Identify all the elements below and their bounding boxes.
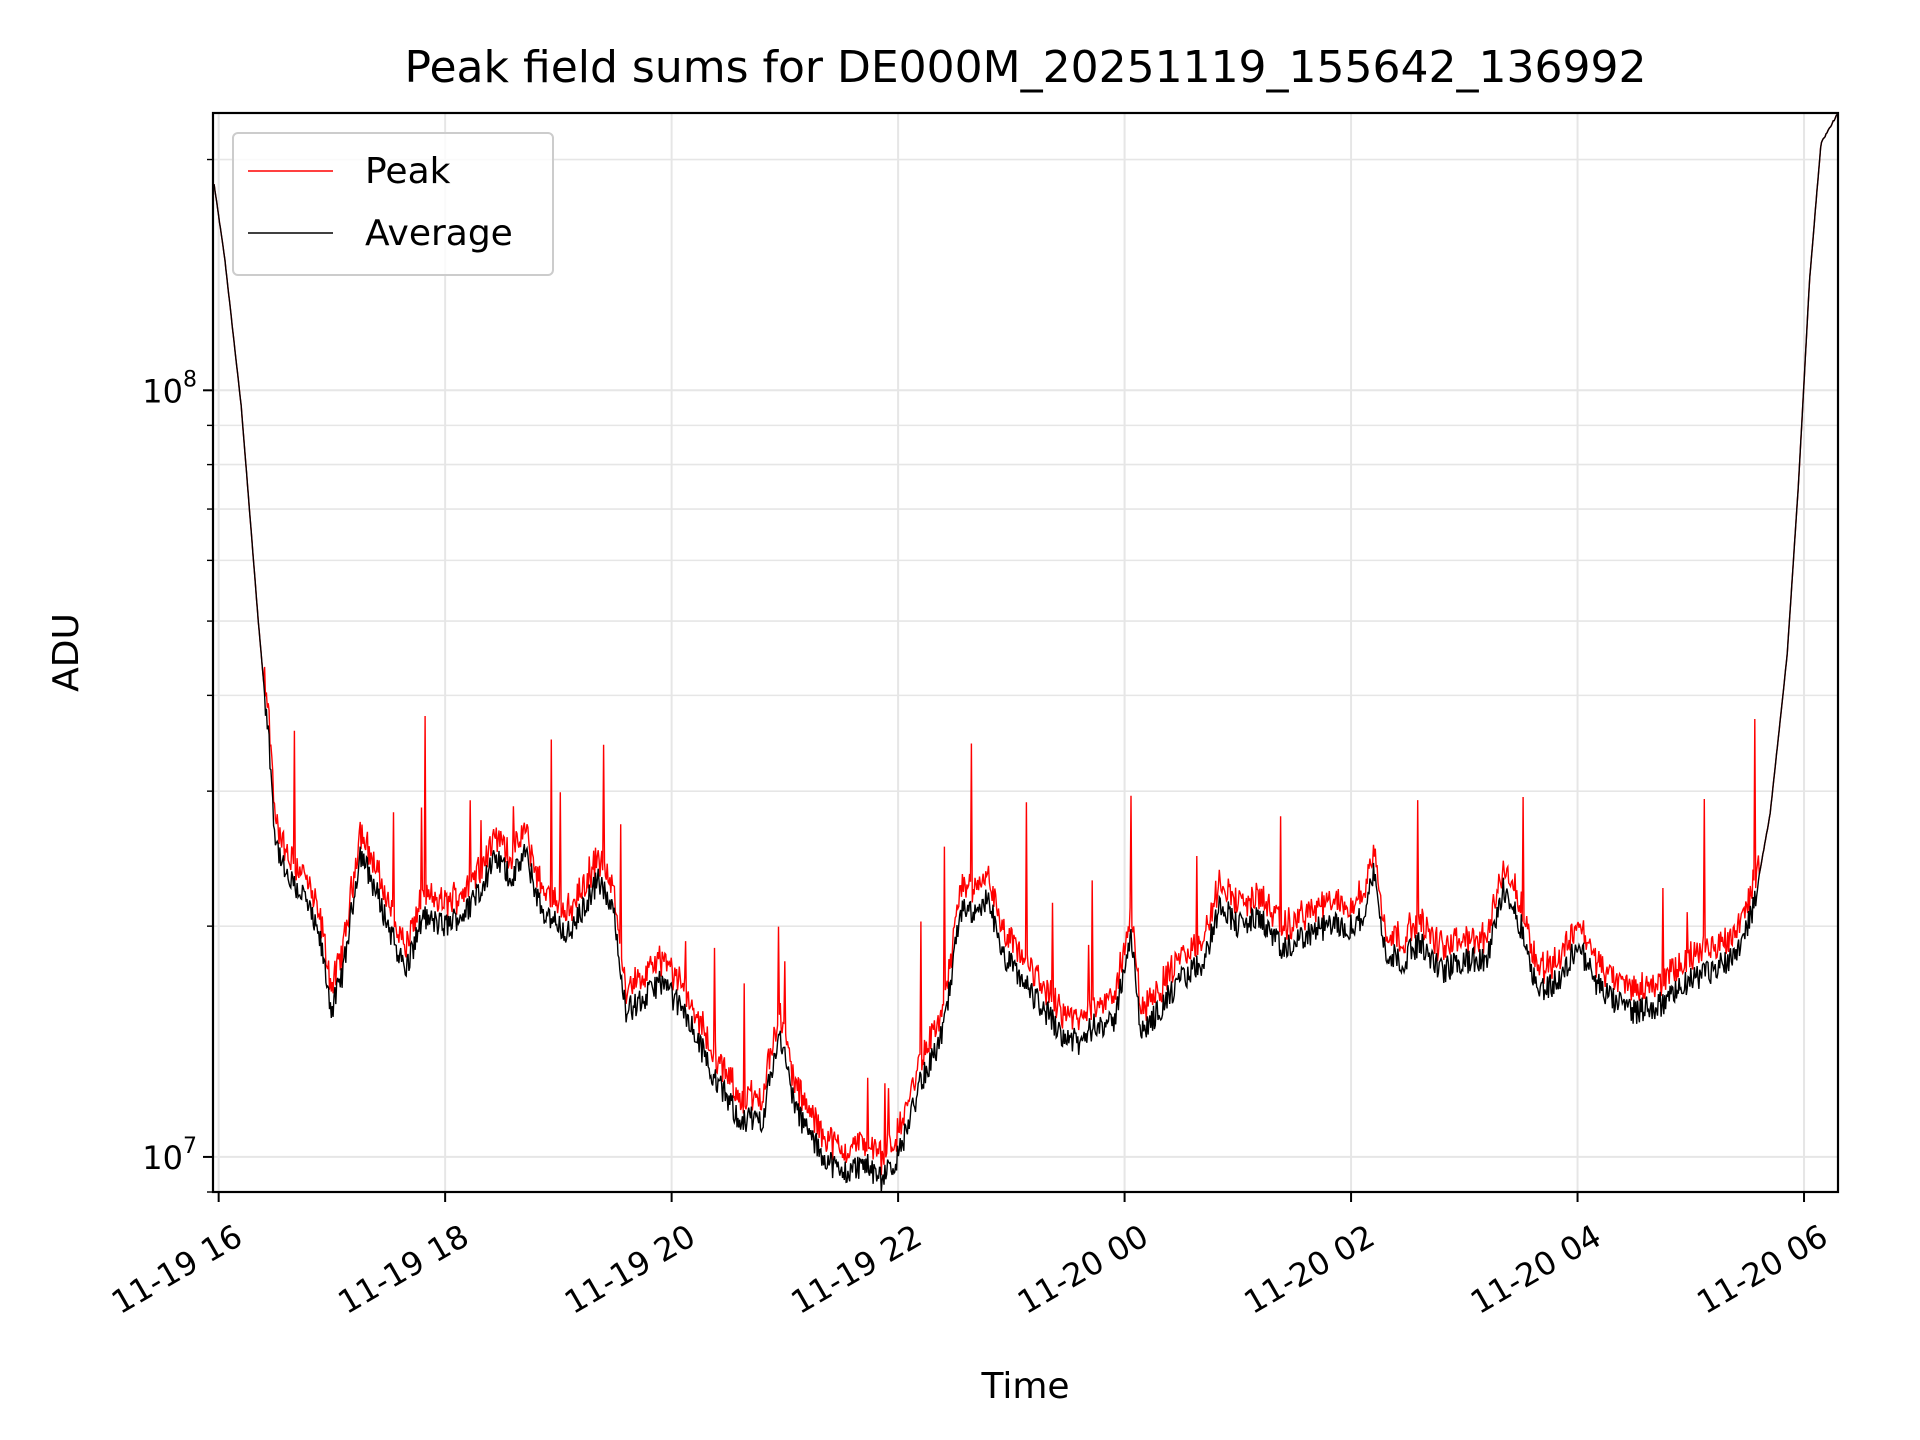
- y-tick-label: 107: [142, 1134, 197, 1177]
- y-axis-label: ADU: [46, 613, 87, 692]
- x-axis-label: Time: [980, 1366, 1069, 1407]
- y-tick-base: 10: [142, 372, 183, 410]
- legend: Peak Average: [232, 132, 554, 276]
- plot-frame: [211, 111, 1840, 1194]
- plot-series: [213, 114, 1838, 1193]
- series-line-peak: [213, 114, 1838, 1176]
- legend-box: [232, 132, 554, 276]
- y-tick-exponent: 7: [183, 1134, 197, 1159]
- y-tick-label: 108: [142, 367, 197, 410]
- legend-label-average: Average: [365, 213, 513, 254]
- y-tick-exponent: 8: [183, 367, 197, 392]
- series-line-average: [213, 114, 1838, 1193]
- y-tick-base: 10: [142, 1139, 183, 1177]
- legend-label-peak: Peak: [365, 151, 451, 192]
- chart-title: Peak field sums for DE000M_20251119_1556…: [405, 42, 1647, 93]
